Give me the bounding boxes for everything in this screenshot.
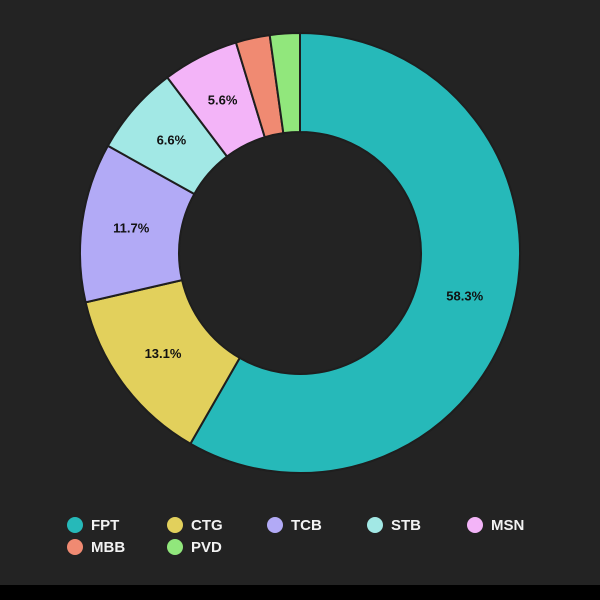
data-label: 11.7% [113, 220, 150, 235]
legend-swatch [67, 539, 83, 555]
legend-swatch [67, 517, 83, 533]
legend-label: CTG [191, 517, 223, 534]
legend-swatch [467, 517, 483, 533]
legend-label: PVD [191, 539, 222, 556]
legend-swatch [367, 517, 383, 533]
data-label: 13.1% [145, 346, 182, 361]
bottom-bar [0, 585, 600, 600]
legend-swatch [267, 517, 283, 533]
legend-label: MBB [91, 539, 125, 556]
legend-label: TCB [291, 517, 322, 534]
legend-label: STB [391, 517, 421, 534]
legend-label: MSN [491, 517, 524, 534]
legend-swatch [167, 517, 183, 533]
legend-label: FPT [91, 517, 119, 534]
legend-swatch [167, 539, 183, 555]
data-label: 5.6% [208, 93, 238, 108]
data-label: 6.6% [157, 132, 187, 147]
donut-slice [268, 31, 301, 135]
data-label: 58.3% [446, 288, 483, 303]
donut-slice [189, 31, 521, 474]
